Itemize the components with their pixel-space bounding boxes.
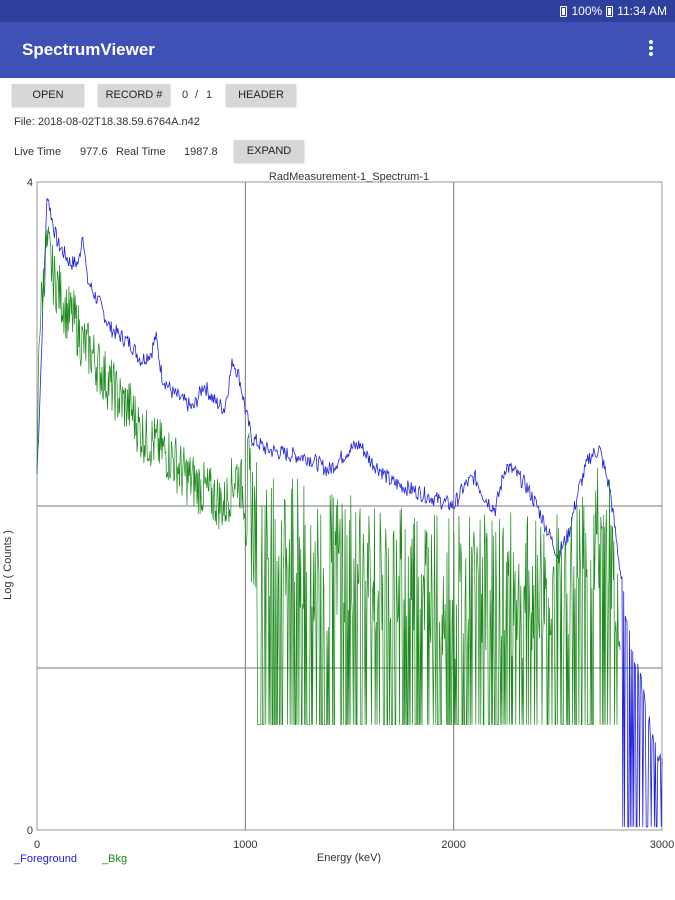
tick-labels: 0 1000 2000 3000 0 4 <box>27 177 674 851</box>
live-time-label: Live Time <box>14 146 62 158</box>
series-line-bkg <box>36 226 621 726</box>
x-tick-label: 2000 <box>441 839 465 851</box>
y-axis-label: Log ( Counts ) <box>2 530 14 600</box>
chart-title: RadMeasurement-1_Spectrum-1 <box>269 171 429 183</box>
file-name: File: 2018-08-02T18.38.59.6764A.n42 <box>14 116 200 128</box>
y-tick-label: 0 <box>27 825 33 837</box>
status-bar: 100% 11:34 AM <box>0 0 675 22</box>
open-button[interactable]: OPEN <box>12 84 84 106</box>
battery-level: 100% <box>571 4 603 18</box>
record-separator: / <box>195 89 199 101</box>
x-tick-label: 1000 <box>233 839 257 851</box>
real-time-value: 1987.8 <box>184 146 218 158</box>
clock: 11:34 AM <box>617 4 667 18</box>
record-button[interactable]: RECORD # <box>98 84 170 106</box>
y-tick-label: 4 <box>27 177 33 189</box>
real-time-label: Real Time <box>116 146 166 158</box>
header-button[interactable]: HEADER <box>226 84 296 106</box>
x-tick-label: 0 <box>34 839 40 851</box>
plot-frame <box>36 181 663 831</box>
battery-charging-icon <box>606 5 614 17</box>
status-indicators: 100% 11:34 AM <box>560 4 667 18</box>
x-tick-label: 3000 <box>650 839 674 851</box>
record-total: 1 <box>206 89 213 101</box>
series-layer <box>36 197 663 828</box>
x-axis-label: Energy (keV) <box>317 852 381 864</box>
battery-icon <box>560 5 568 17</box>
expand-button[interactable]: EXPAND <box>234 140 304 162</box>
legend-bkg: _Bkg <box>101 853 127 865</box>
grid <box>37 182 662 830</box>
overflow-menu-icon[interactable] <box>647 38 655 60</box>
record-index: 0 <box>182 89 189 101</box>
series-line-foreground <box>36 197 663 828</box>
app-bar: SpectrumViewer <box>0 22 675 78</box>
live-time-value: 977.6 <box>80 146 108 158</box>
legend-foreground: _Foreground <box>13 853 77 865</box>
app-title: SpectrumViewer <box>22 40 155 59</box>
